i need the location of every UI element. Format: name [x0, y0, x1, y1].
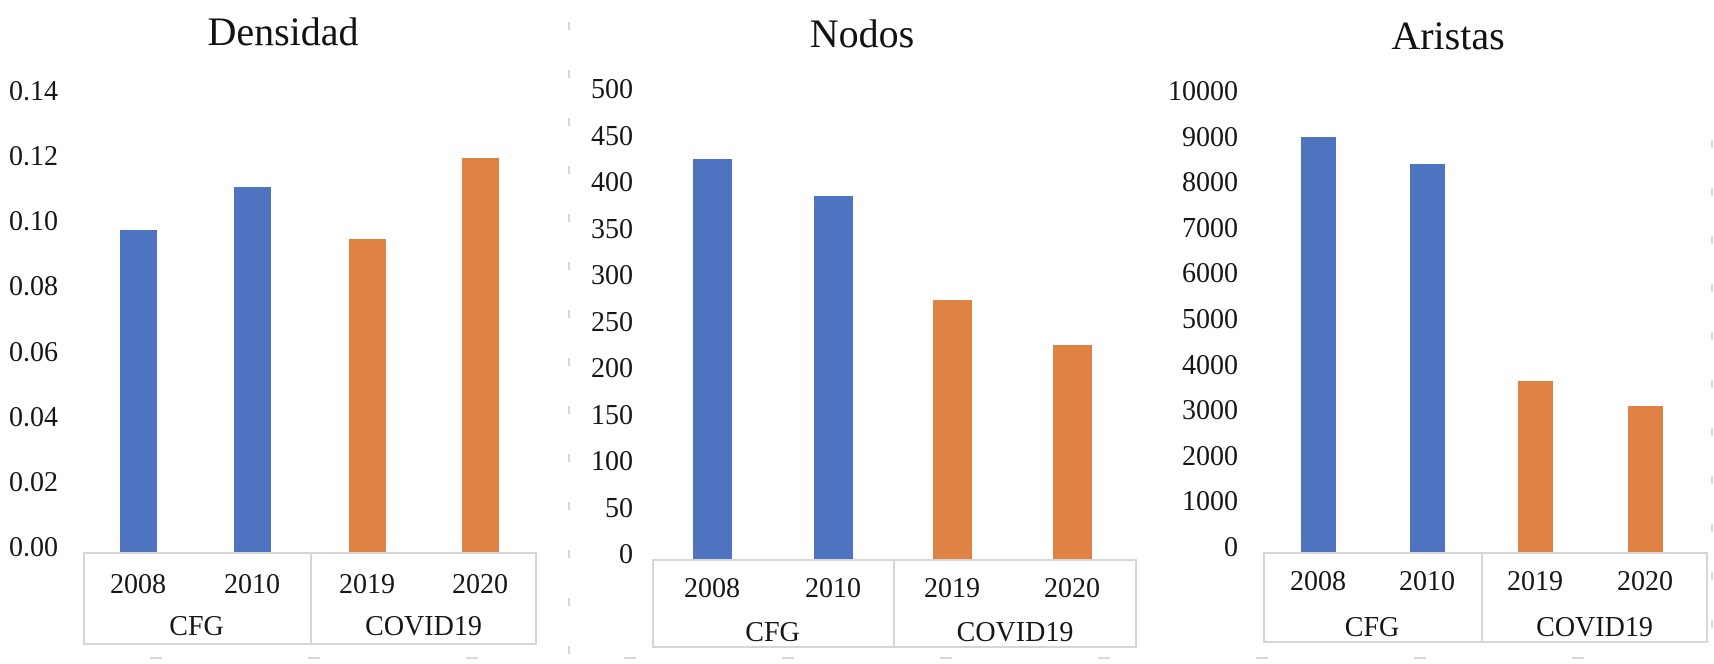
y-tick-label: 450: [591, 120, 633, 152]
bar-2019: [1517, 381, 1553, 552]
dashed-gridline-bottom: [150, 657, 1714, 659]
group-label-covid19: COVID19: [365, 611, 482, 642]
y-tick-label: 350: [591, 213, 633, 245]
y-tick-label: 0.00: [9, 532, 58, 563]
y-tick-label: 9000: [1182, 121, 1238, 153]
y-tick-label: 50: [605, 492, 633, 524]
y-tick-label: 10000: [1168, 76, 1238, 107]
group-label-cfg: CFG: [1344, 612, 1400, 643]
category-label-2008: 2008: [1290, 566, 1346, 597]
y-tick-label: 2000: [1182, 440, 1238, 472]
chart-title-densidad: Densidad: [207, 9, 359, 54]
group-label-covid19: COVID19: [956, 617, 1074, 648]
y-tick-label: 0: [1224, 532, 1238, 563]
category-label-2019: 2019: [924, 573, 980, 604]
y-tick-label: 3000: [1182, 395, 1238, 427]
category-label-2020: 2020: [1617, 566, 1673, 597]
group-label-cfg: CFG: [169, 611, 224, 642]
category-group-divider: [893, 559, 895, 648]
category-group-divider: [310, 552, 312, 645]
y-tick-label: 1000: [1182, 486, 1238, 518]
category-label-2008: 2008: [684, 573, 740, 604]
bar-2019: [348, 239, 386, 552]
category-label-2010: 2010: [805, 573, 861, 604]
y-tick-label: 150: [591, 399, 633, 431]
bar-2020: [1627, 406, 1663, 552]
category-label-2020: 2020: [1044, 573, 1100, 604]
y-tick-label: 5000: [1182, 304, 1238, 335]
y-tick-label: 0.08: [9, 271, 58, 303]
category-label-2010: 2010: [224, 569, 280, 600]
bar-2008: [1300, 137, 1336, 552]
bar-2008: [119, 230, 157, 552]
dashed-gridline-vertical-right: [1711, 140, 1713, 664]
y-tick-label: 4000: [1182, 349, 1238, 381]
y-tick-label: 0.10: [9, 206, 58, 238]
category-label-2008: 2008: [110, 569, 166, 600]
y-tick-label: 0.12: [9, 141, 58, 173]
y-tick-label: 300: [591, 260, 633, 291]
category-label-2020: 2020: [452, 569, 508, 600]
category-group-divider: [1481, 552, 1483, 643]
bar-2010: [233, 187, 271, 552]
chart-title-aristas: Aristas: [1391, 13, 1505, 58]
chart-title-nodos: Nodos: [809, 11, 915, 56]
y-tick-label: 200: [591, 353, 633, 384]
category-label-2019: 2019: [1507, 566, 1563, 597]
y-tick-label: 0: [619, 539, 633, 570]
group-label-covid19: COVID19: [1536, 612, 1653, 643]
bar-2010: [813, 196, 853, 559]
dashed-gridline-vertical-left: [568, 22, 570, 664]
category-label-2019: 2019: [339, 569, 395, 600]
bar-2010: [1409, 164, 1445, 552]
group-label-cfg: CFG: [745, 617, 800, 648]
y-tick-label: 0.02: [9, 466, 58, 498]
y-tick-label: 6000: [1182, 258, 1238, 290]
y-tick-label: 400: [591, 167, 633, 198]
y-tick-label: 0.04: [9, 401, 58, 433]
y-tick-label: 500: [591, 74, 633, 105]
y-tick-label: 250: [591, 306, 633, 338]
y-tick-label: 7000: [1182, 212, 1238, 244]
bar-2019: [932, 300, 972, 559]
bar-2020: [1052, 345, 1092, 559]
category-axis-box: [1263, 552, 1708, 643]
y-tick-label: 0.14: [9, 76, 58, 107]
bar-2020: [461, 158, 499, 552]
y-tick-label: 100: [591, 446, 633, 477]
bar-2008: [692, 159, 732, 559]
y-tick-label: 8000: [1182, 167, 1238, 199]
y-tick-label: 0.06: [9, 336, 58, 368]
category-label-2010: 2010: [1399, 566, 1455, 597]
